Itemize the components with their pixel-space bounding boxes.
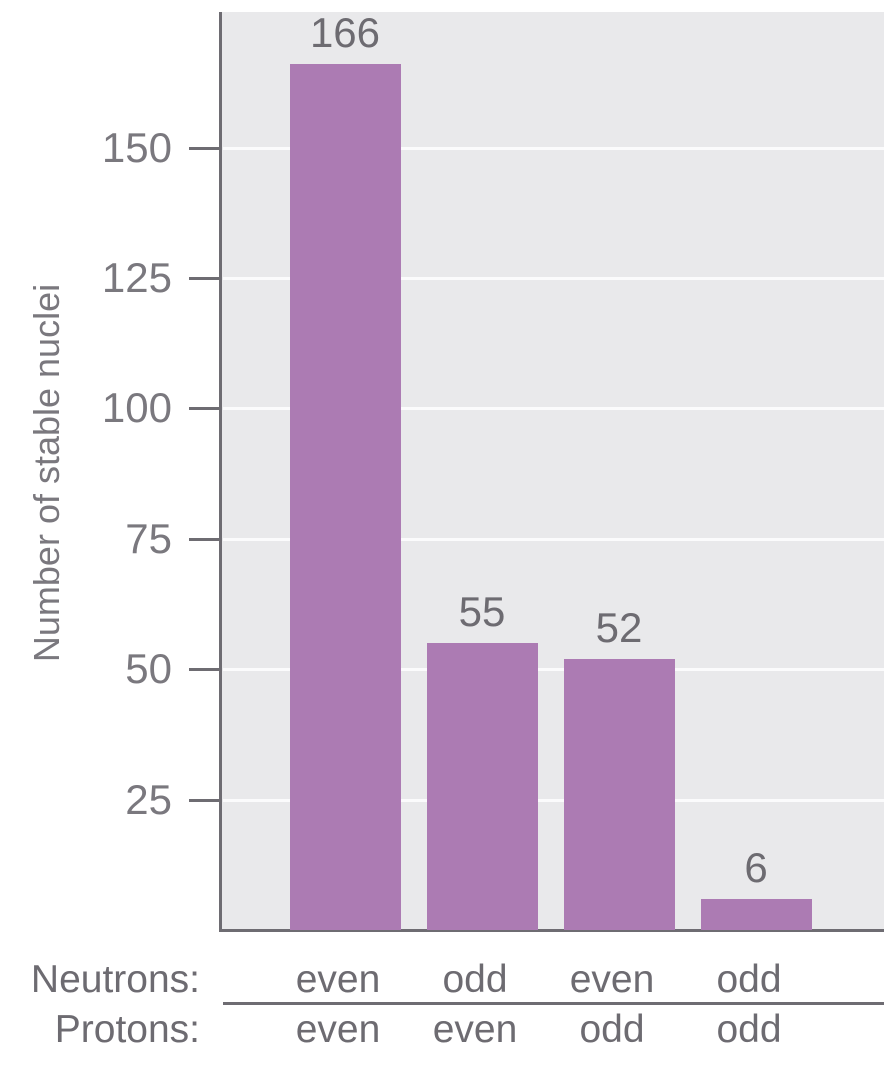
gridline xyxy=(223,799,884,802)
y-axis-tick-label: 75 xyxy=(125,515,172,562)
y-axis-tick xyxy=(189,799,220,802)
bar xyxy=(563,659,675,930)
parity-cell: odd xyxy=(716,1008,782,1051)
parity-cell: even xyxy=(569,958,655,1001)
y-axis-tick xyxy=(189,407,220,410)
bar-value-label: 6 xyxy=(744,844,768,891)
y-axis-line xyxy=(219,12,222,932)
y-axis-tick-label: 25 xyxy=(125,776,172,823)
y-axis-tick xyxy=(189,668,220,671)
y-axis-tick-label: 100 xyxy=(101,384,172,431)
parity-cell: even xyxy=(295,1008,381,1051)
y-axis-tick-label: 50 xyxy=(125,645,172,692)
gridline xyxy=(223,277,884,280)
parity-cell: odd xyxy=(579,1008,645,1051)
parity-cell: even xyxy=(295,958,381,1001)
bar xyxy=(700,899,812,930)
protons-row-label: Protons: xyxy=(54,1008,200,1051)
bar-value-label: 52 xyxy=(595,604,643,651)
bar xyxy=(289,64,401,930)
gridline xyxy=(223,668,884,671)
bar-value-label: 55 xyxy=(458,588,506,635)
gridline xyxy=(223,147,884,150)
y-axis-title: Number of stable nuclei xyxy=(26,283,67,663)
parity-cell: even xyxy=(432,1008,518,1051)
bar-value-label: 166 xyxy=(309,9,381,56)
y-axis-tick-label: 125 xyxy=(101,254,172,301)
gridline xyxy=(223,538,884,541)
y-axis-tick xyxy=(189,538,220,541)
protons-row: Protons: even even odd odd xyxy=(0,1006,884,1054)
parity-cell: odd xyxy=(442,958,508,1001)
bar xyxy=(426,643,538,930)
table-divider-line xyxy=(223,1002,884,1005)
neutrons-row: Neutrons: even odd even odd xyxy=(0,956,884,1004)
parity-cell: odd xyxy=(716,958,782,1001)
x-axis-line xyxy=(219,929,884,932)
gridline xyxy=(223,407,884,410)
neutrons-row-label: Neutrons: xyxy=(30,958,200,1001)
y-axis-tick xyxy=(189,147,220,150)
y-axis-tick xyxy=(189,277,220,280)
y-axis-tick-label: 150 xyxy=(101,124,172,171)
